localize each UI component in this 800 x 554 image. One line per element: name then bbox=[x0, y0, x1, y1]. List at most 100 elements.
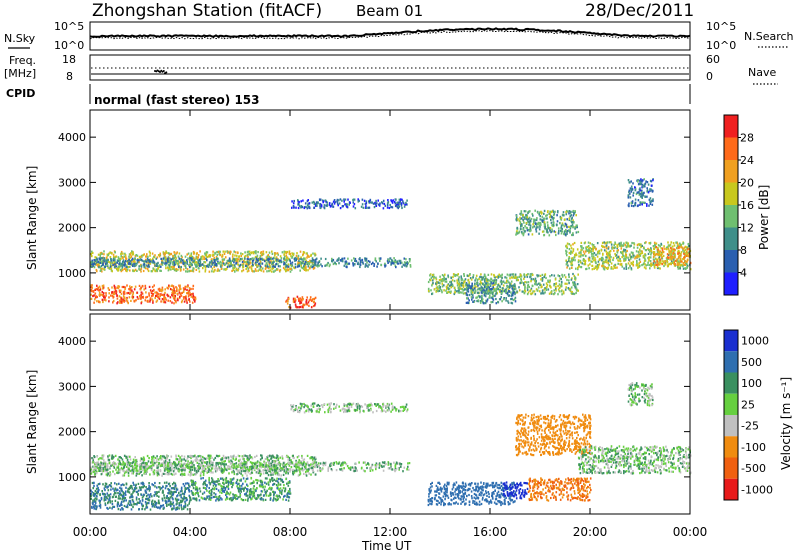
scatter-cell-1 bbox=[234, 254, 236, 257]
scatter-cell-8 bbox=[584, 261, 586, 264]
scatter-cell-1 bbox=[314, 252, 316, 255]
scatter-cell-2 bbox=[105, 261, 107, 264]
scatter-cell-0 bbox=[274, 464, 277, 467]
scatter-cell-7 bbox=[559, 221, 561, 225]
scatter-cell-8 bbox=[639, 254, 642, 257]
scatter-cell-3 bbox=[306, 303, 308, 306]
scatter-cell-0 bbox=[202, 471, 205, 475]
scatter-cell-0 bbox=[95, 287, 98, 291]
scatter-cell-2 bbox=[280, 261, 283, 264]
scatter-cell-9 bbox=[627, 204, 630, 207]
scatter-cell-5 bbox=[440, 289, 443, 292]
scatter-cell-0 bbox=[169, 288, 172, 291]
scatter-cell-9 bbox=[628, 202, 630, 205]
scatter-cell-0 bbox=[104, 296, 106, 299]
scatter-cell-10 bbox=[670, 247, 672, 250]
scatter-cell-5 bbox=[538, 282, 541, 285]
date-label: 28/Dec/2011 bbox=[585, 1, 694, 21]
scatter-cell-0 bbox=[154, 296, 156, 300]
scatter-cell-1 bbox=[224, 256, 227, 259]
scatter-cell-9 bbox=[632, 191, 635, 194]
scatter-cell-0 bbox=[196, 461, 199, 464]
scatter-cell-4 bbox=[365, 205, 367, 208]
scatter-cell-8 bbox=[577, 261, 580, 264]
scatter-cell-5 bbox=[435, 276, 437, 279]
scatter-cell-0 bbox=[147, 460, 150, 463]
scatter-cell-2 bbox=[100, 264, 103, 268]
scatter-cell-1 bbox=[196, 257, 199, 260]
scatter-cell-1 bbox=[203, 257, 205, 261]
scatter-cell-0 bbox=[272, 454, 274, 457]
scatter-cell-7 bbox=[532, 223, 534, 226]
scatter-cell-1 bbox=[176, 251, 178, 254]
scatter-cell-0 bbox=[299, 460, 301, 463]
scatter-cell-9 bbox=[639, 192, 642, 195]
scatter-cell-2 bbox=[229, 265, 231, 268]
scatter-cell-0 bbox=[181, 454, 183, 458]
scatter-cell-2 bbox=[215, 262, 218, 266]
scatter-cell-6 bbox=[481, 300, 483, 303]
scatter-cell-2 bbox=[393, 257, 395, 260]
scatter-cell-1 bbox=[146, 268, 149, 271]
scatter-cell-0 bbox=[116, 466, 118, 469]
scatter-cell-1 bbox=[132, 251, 134, 254]
scatter-cell-0 bbox=[187, 473, 190, 476]
scatter-cell-4 bbox=[295, 206, 297, 209]
scatter-cell-0 bbox=[177, 454, 180, 457]
scatter-cell-2 bbox=[231, 259, 234, 262]
scatter-cell-2 bbox=[352, 264, 355, 267]
scatter-cell-5 bbox=[508, 281, 510, 284]
scatter-cell-5 bbox=[452, 273, 455, 276]
scatter-cell-8 bbox=[679, 243, 682, 246]
scatter-cell-1 bbox=[218, 269, 221, 272]
scatter-cell-2 bbox=[173, 260, 175, 263]
scatter-cell-5 bbox=[458, 284, 461, 287]
scatter-cell-0 bbox=[179, 463, 182, 466]
scatter-cell-0 bbox=[108, 454, 111, 457]
scatter-cell-8 bbox=[658, 256, 661, 259]
scatter-cell-1 bbox=[284, 251, 287, 254]
scatter-cell-8 bbox=[583, 259, 586, 262]
scatter-cell-5 bbox=[562, 292, 565, 295]
scatter-cell-5 bbox=[474, 279, 476, 282]
scatter-cell-8 bbox=[610, 241, 612, 244]
scatter-cell-2 bbox=[146, 259, 149, 262]
scatter-cell-8 bbox=[565, 259, 568, 262]
scatter-cell-5 bbox=[466, 274, 469, 277]
scatter-cell-9 bbox=[640, 182, 642, 186]
scatter-cell-1 bbox=[250, 267, 253, 270]
scatter-cell-5 bbox=[447, 283, 450, 286]
scatter-cell-4 bbox=[364, 206, 367, 209]
scatter-cell-2 bbox=[384, 262, 386, 265]
scatter-cell-8 bbox=[655, 242, 658, 245]
scatter-cell-2 bbox=[386, 260, 389, 263]
scatter-cell-8 bbox=[607, 260, 609, 264]
scatter-cell-2 bbox=[339, 259, 342, 262]
scatter-cell-7 bbox=[535, 228, 537, 231]
scatter-cell-0 bbox=[105, 473, 108, 476]
scatter-cell-8 bbox=[605, 247, 608, 250]
scatter-cell-10 bbox=[684, 254, 687, 257]
scatter-cell-5 bbox=[437, 281, 440, 284]
scatter-cell-8 bbox=[579, 255, 582, 258]
scatter-cell-8 bbox=[605, 244, 608, 247]
scatter-cell-5 bbox=[527, 284, 530, 287]
scatter-cell-8 bbox=[667, 254, 670, 257]
scatter-cell-8 bbox=[686, 266, 688, 269]
scatter-cell-8 bbox=[635, 256, 638, 259]
scatter-cell-0 bbox=[208, 456, 210, 459]
scatter-cell-6 bbox=[514, 287, 517, 290]
scatter-cell-0 bbox=[94, 288, 96, 291]
scatter-cell-6 bbox=[495, 297, 497, 301]
scatter-cell-10 bbox=[680, 246, 682, 249]
scatter-cell-10 bbox=[671, 256, 673, 259]
scatter-cell-2 bbox=[151, 260, 153, 263]
scatter-cell-7 bbox=[563, 218, 566, 221]
scatter-cell-2 bbox=[318, 264, 320, 267]
scatter-cell-0 bbox=[214, 456, 217, 460]
scatter-cell-0 bbox=[195, 459, 197, 462]
scatter-cell-10 bbox=[657, 246, 659, 249]
scatter-cell-0 bbox=[277, 473, 279, 476]
scatter-cell-8 bbox=[595, 248, 597, 251]
scatter-cell-1 bbox=[190, 252, 193, 255]
